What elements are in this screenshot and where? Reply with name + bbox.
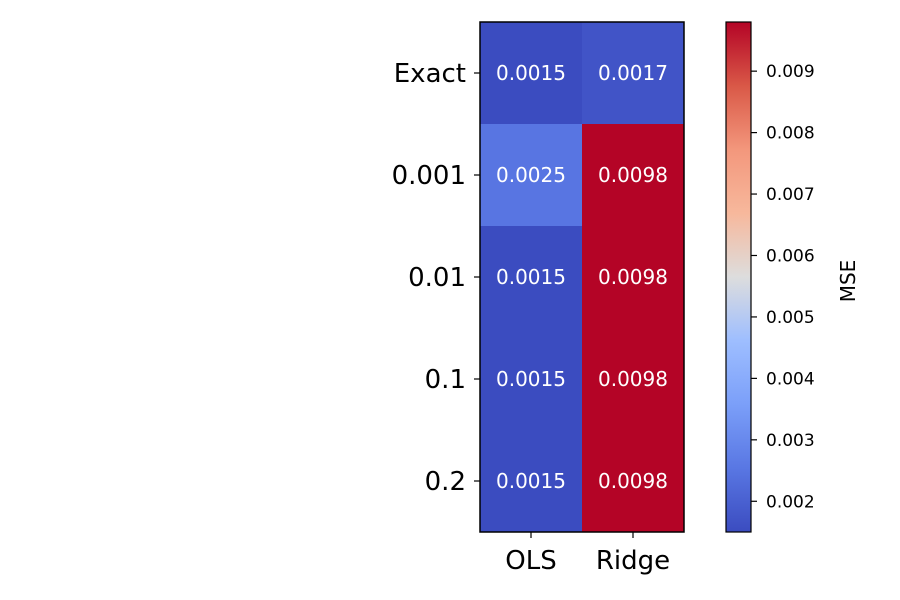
colorbar-tick-label: 0.004 xyxy=(766,369,815,389)
cell-value-label: 0.0015 xyxy=(496,265,566,289)
cell-value-label: 0.0017 xyxy=(598,61,668,85)
heatmap-cell-labels: 0.0015 0.0017 0.0025 0.0098 0.0015 0.0098 0.00… xyxy=(496,61,668,493)
heatmap-cell xyxy=(582,226,685,329)
colorbar-label: MSE xyxy=(836,260,860,303)
cell-value-label: 0.0025 xyxy=(496,163,566,187)
colorbar-tick-label: 0.005 xyxy=(766,308,815,328)
x-tick-label: Ridge xyxy=(596,546,670,576)
x-tick-label: OLS xyxy=(505,546,556,576)
cell-value-label: 0.0098 xyxy=(598,163,668,187)
cell-value-label: 0.0015 xyxy=(496,469,566,493)
colorbar xyxy=(725,21,752,533)
heatmap-cell xyxy=(480,328,583,431)
colorbar-tick-label: 0.006 xyxy=(766,246,815,266)
colorbar-tick-label: 0.008 xyxy=(766,124,815,144)
heatmap-cell xyxy=(480,226,583,329)
y-tick-label: 0.01 xyxy=(408,263,466,293)
heatmap-cell xyxy=(582,22,685,125)
heatmap-cell xyxy=(480,22,583,125)
cell-value-label: 0.0015 xyxy=(496,367,566,391)
colorbar-tick-label: 0.002 xyxy=(766,492,815,512)
colorbar-tick-label: 0.003 xyxy=(766,431,815,451)
heatmap-cells xyxy=(480,22,685,533)
colorbar-tick-label: 0.009 xyxy=(766,62,815,82)
cell-value-label: 0.0098 xyxy=(598,367,668,391)
y-tick-label: 0.001 xyxy=(392,161,466,191)
heatmap-cell xyxy=(582,328,685,431)
heatmap-cell xyxy=(480,124,583,227)
x-axis: OLS Ridge xyxy=(505,532,670,576)
colorbar-tick-label: 0.007 xyxy=(766,185,815,205)
cell-value-label: 0.0098 xyxy=(598,469,668,493)
heatmap-cell xyxy=(480,430,583,533)
colorbar-ticks: 0.002 0.003 0.004 0.005 0.006 0.007 0.008 0.009 xyxy=(751,62,815,512)
heatmap-cell xyxy=(582,430,685,533)
y-tick-label: 0.1 xyxy=(425,365,466,395)
y-axis: Exact 0.001 0.01 0.1 0.2 xyxy=(392,59,480,497)
cell-value-label: 0.0098 xyxy=(598,265,668,289)
heatmap-cell xyxy=(582,124,685,227)
y-tick-label: 0.2 xyxy=(425,467,466,497)
cell-value-label: 0.0015 xyxy=(496,61,566,85)
y-tick-label: Exact xyxy=(394,59,466,89)
